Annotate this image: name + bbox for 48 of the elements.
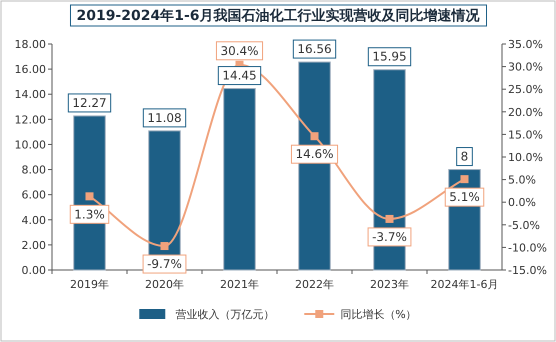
data-label: 12.27 [72,96,107,110]
point [86,192,94,200]
y2-tick-label: 15.0% [508,128,543,142]
data-label: -3.7% [372,230,407,244]
data-label: 30.4% [220,44,259,58]
y-tick-label: 4.00 [22,214,46,227]
y2-tick-label: 5.0% [508,174,536,187]
data-label: 14.6% [295,147,334,162]
point [310,132,318,140]
y2-tick-label: 25.0% [508,83,543,96]
y-tick-label: 2.00 [22,238,46,252]
legend-label: 同比增长（%） [340,308,417,321]
y-tick-label: 16.00 [14,63,46,76]
y-tick-label: 12.00 [14,113,46,126]
chart-title: 2019-2024年1-6月我国石油化工行业实现营收及同比增速情况 [76,7,481,24]
y-tick-label: 14.00 [14,88,46,102]
y-tick-label: 10.00 [14,138,46,152]
y-tick-label: 6.00 [22,188,46,202]
y-tick-label: 8.00 [22,164,46,177]
y2-tick-label: -10.0% [508,241,547,254]
data-label: 11.08 [147,110,182,125]
data-label: 5.1% [449,190,480,204]
y2-tick-label: 35.0% [508,38,543,51]
point [460,175,468,184]
data-label: 1.3% [74,207,105,222]
y-tick-label: 0.00 [22,264,46,277]
x-tick-label: 2022年 [295,278,334,291]
x-tick-label: 2024年1-6月 [430,278,498,291]
bar [223,88,256,270]
point [386,214,394,223]
x-tick-label: 2019年 [70,278,109,291]
data-label: 8 [460,150,468,164]
data-label: 16.56 [297,42,332,56]
y2-tick-label: -15.0% [508,264,547,277]
data-label: 14.45 [222,68,257,83]
y2-tick-label: -5.0% [508,218,540,232]
legend-label: 营业收入（万亿元） [175,308,274,321]
x-tick-label: 2023年 [370,278,409,291]
y2-tick-label: 30.0% [508,60,543,74]
y2-tick-label: 0.0% [508,196,536,210]
y-tick-label: 18.00 [14,38,46,51]
x-tick-label: 2020年 [145,278,184,291]
data-label: -9.7% [147,257,182,272]
y2-tick-label: 20.0% [508,106,543,119]
point [160,242,168,250]
y2-tick-label: 10.0% [508,151,543,164]
x-tick-label: 2021年 [220,278,259,291]
data-label: 15.95 [372,50,407,64]
